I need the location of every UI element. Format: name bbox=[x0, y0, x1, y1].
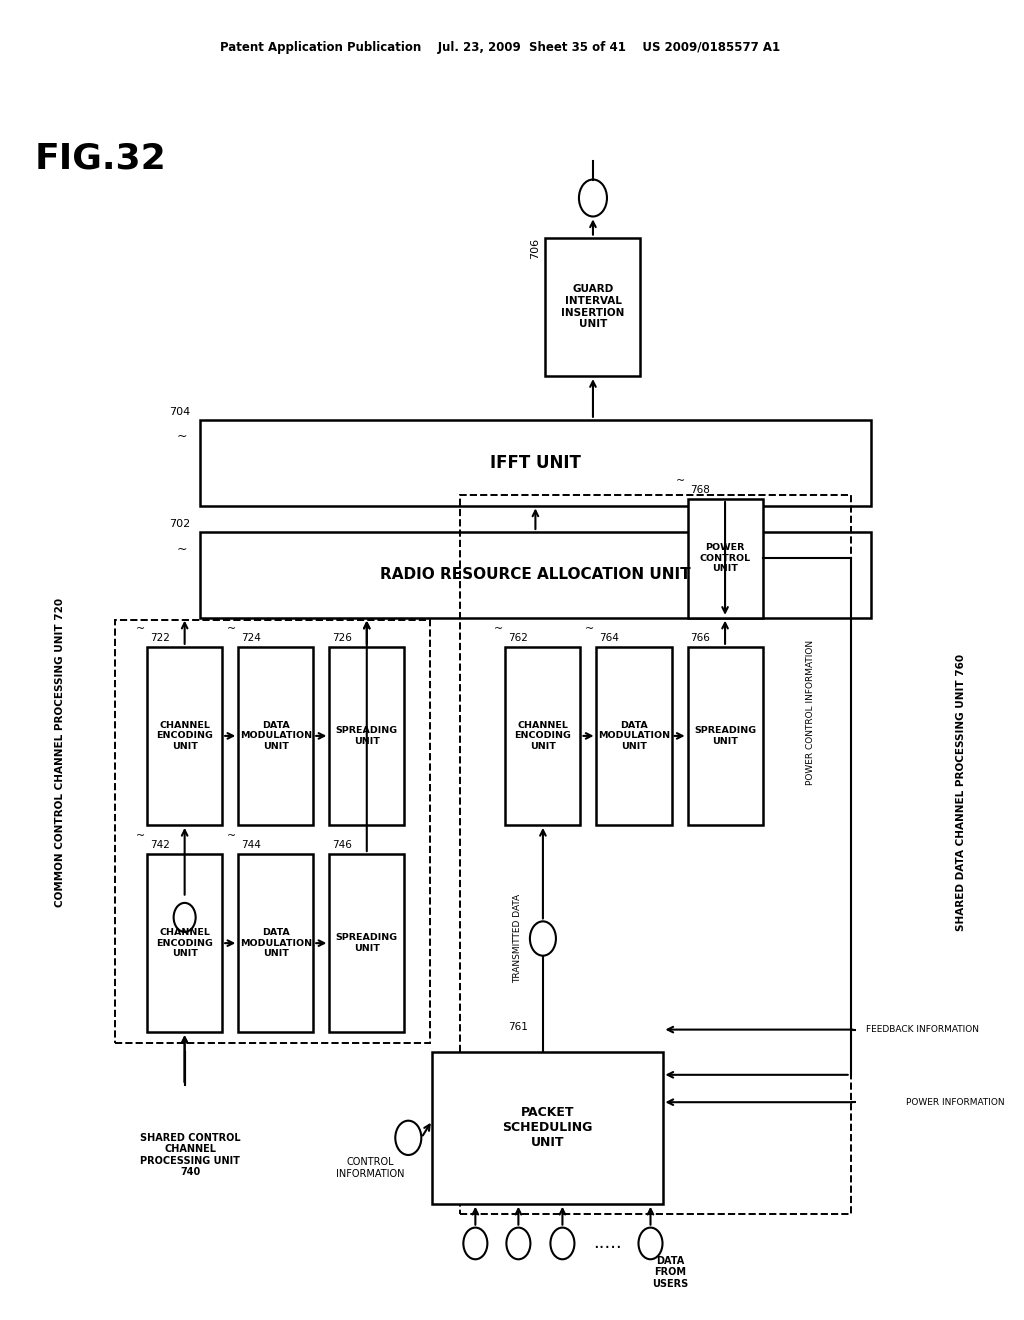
Text: FEEDBACK INFORMATION: FEEDBACK INFORMATION bbox=[865, 1026, 979, 1034]
Bar bbox=[200, 420, 870, 506]
Text: IFFT UNIT: IFFT UNIT bbox=[489, 454, 581, 471]
Text: COMMON CONTROL CHANNEL PROCESSING UNIT 720: COMMON CONTROL CHANNEL PROCESSING UNIT 7… bbox=[55, 598, 66, 907]
Text: ~: ~ bbox=[227, 623, 237, 634]
Text: DATA
MODULATION
UNIT: DATA MODULATION UNIT bbox=[240, 928, 311, 958]
Text: 746: 746 bbox=[332, 840, 352, 850]
Bar bbox=[330, 854, 404, 1032]
Text: 764: 764 bbox=[599, 632, 620, 643]
Text: ~: ~ bbox=[585, 623, 595, 634]
Text: 704: 704 bbox=[169, 407, 190, 417]
Text: POWER CONTROL INFORMATION: POWER CONTROL INFORMATION bbox=[806, 640, 815, 785]
Text: ~: ~ bbox=[177, 430, 187, 444]
Bar bbox=[115, 620, 430, 1043]
Text: DATA
MODULATION
UNIT: DATA MODULATION UNIT bbox=[240, 721, 311, 751]
Text: 722: 722 bbox=[151, 632, 170, 643]
Text: 742: 742 bbox=[151, 840, 170, 850]
Text: ~: ~ bbox=[676, 475, 685, 486]
Text: PACKET
SCHEDULING
UNIT: PACKET SCHEDULING UNIT bbox=[502, 1106, 593, 1150]
Text: ~: ~ bbox=[495, 623, 504, 634]
Text: ~: ~ bbox=[136, 830, 145, 841]
Text: Patent Application Publication    Jul. 23, 2009  Sheet 35 of 41    US 2009/01855: Patent Application Publication Jul. 23, … bbox=[220, 41, 780, 54]
Text: 766: 766 bbox=[690, 632, 711, 643]
Bar bbox=[461, 495, 851, 1214]
Bar bbox=[687, 499, 763, 618]
Text: CHANNEL
ENCODING
UNIT: CHANNEL ENCODING UNIT bbox=[157, 928, 213, 958]
Text: SPREADING
UNIT: SPREADING UNIT bbox=[694, 726, 756, 746]
Text: ~: ~ bbox=[177, 543, 187, 556]
Text: 762: 762 bbox=[508, 632, 528, 643]
Text: 768: 768 bbox=[690, 484, 711, 495]
Text: ~: ~ bbox=[136, 623, 145, 634]
Text: FIG.32: FIG.32 bbox=[34, 141, 166, 176]
Text: 724: 724 bbox=[242, 632, 261, 643]
Text: 706: 706 bbox=[530, 238, 541, 259]
Text: GUARD
INTERVAL
INSERTION
UNIT: GUARD INTERVAL INSERTION UNIT bbox=[561, 285, 625, 329]
Bar bbox=[687, 647, 763, 825]
Text: CHANNEL
ENCODING
UNIT: CHANNEL ENCODING UNIT bbox=[514, 721, 571, 751]
Bar bbox=[147, 647, 222, 825]
Text: 744: 744 bbox=[242, 840, 261, 850]
Text: CHANNEL
ENCODING
UNIT: CHANNEL ENCODING UNIT bbox=[157, 721, 213, 751]
Text: 726: 726 bbox=[332, 632, 352, 643]
Text: SHARED CONTROL
CHANNEL
PROCESSING UNIT
740: SHARED CONTROL CHANNEL PROCESSING UNIT 7… bbox=[140, 1133, 241, 1177]
Bar bbox=[200, 532, 870, 618]
Text: RADIO RESOURCE ALLOCATION UNIT: RADIO RESOURCE ALLOCATION UNIT bbox=[380, 568, 691, 582]
Text: POWER INFORMATION: POWER INFORMATION bbox=[905, 1098, 1005, 1106]
Text: POWER
CONTROL
UNIT: POWER CONTROL UNIT bbox=[699, 544, 751, 573]
Bar bbox=[147, 854, 222, 1032]
Text: SHARED DATA CHANNEL PROCESSING UNIT 760: SHARED DATA CHANNEL PROCESSING UNIT 760 bbox=[955, 653, 966, 931]
Text: DATA
FROM
USERS: DATA FROM USERS bbox=[652, 1255, 688, 1290]
Bar bbox=[239, 647, 313, 825]
Text: TRANSMITTED DATA: TRANSMITTED DATA bbox=[513, 894, 522, 983]
Text: DATA
MODULATION
UNIT: DATA MODULATION UNIT bbox=[598, 721, 670, 751]
Text: CONTROL
INFORMATION: CONTROL INFORMATION bbox=[336, 1158, 404, 1179]
Bar bbox=[546, 238, 640, 376]
Bar bbox=[596, 647, 672, 825]
Text: 761: 761 bbox=[508, 1022, 528, 1032]
Text: ~: ~ bbox=[227, 830, 237, 841]
Bar bbox=[239, 854, 313, 1032]
Text: SPREADING
UNIT: SPREADING UNIT bbox=[336, 726, 398, 746]
Text: 702: 702 bbox=[169, 519, 190, 529]
Bar bbox=[506, 647, 581, 825]
Text: SPREADING
UNIT: SPREADING UNIT bbox=[336, 933, 398, 953]
Text: .....: ..... bbox=[593, 1234, 622, 1253]
Bar bbox=[432, 1052, 663, 1204]
Bar bbox=[330, 647, 404, 825]
